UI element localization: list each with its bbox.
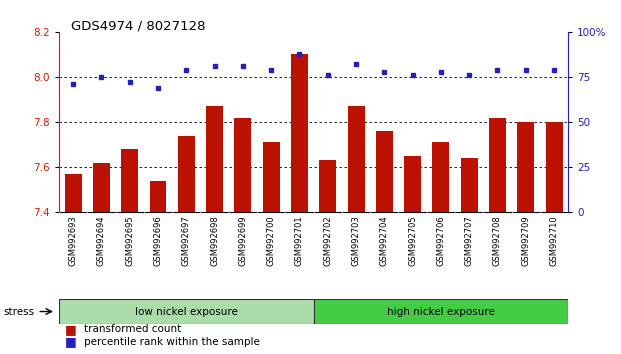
Bar bbox=[263, 142, 279, 212]
Text: low nickel exposure: low nickel exposure bbox=[135, 307, 238, 316]
Bar bbox=[150, 181, 166, 212]
Text: stress: stress bbox=[3, 307, 34, 316]
Bar bbox=[65, 174, 81, 212]
Bar bbox=[432, 142, 450, 212]
Bar bbox=[178, 136, 195, 212]
Bar bbox=[489, 118, 506, 212]
Bar bbox=[546, 122, 563, 212]
Bar bbox=[314, 299, 568, 324]
Text: GSM992706: GSM992706 bbox=[437, 215, 445, 266]
Bar bbox=[404, 156, 421, 212]
Text: GSM992707: GSM992707 bbox=[465, 215, 474, 266]
Bar bbox=[461, 158, 478, 212]
Bar bbox=[59, 299, 314, 324]
Text: GSM992694: GSM992694 bbox=[97, 215, 106, 266]
Text: GSM992697: GSM992697 bbox=[182, 215, 191, 266]
Text: GSM992693: GSM992693 bbox=[69, 215, 78, 266]
Text: high nickel exposure: high nickel exposure bbox=[387, 307, 495, 316]
Text: GSM992700: GSM992700 bbox=[266, 215, 276, 266]
Text: GSM992698: GSM992698 bbox=[210, 215, 219, 266]
Text: transformed count: transformed count bbox=[84, 324, 181, 334]
Text: GSM992710: GSM992710 bbox=[550, 215, 558, 266]
Bar bbox=[93, 163, 110, 212]
Text: GSM992703: GSM992703 bbox=[351, 215, 361, 266]
Text: GSM992708: GSM992708 bbox=[493, 215, 502, 266]
Text: GSM992702: GSM992702 bbox=[324, 215, 332, 266]
Bar bbox=[206, 106, 223, 212]
Text: GSM992696: GSM992696 bbox=[153, 215, 163, 266]
Bar bbox=[517, 122, 534, 212]
Text: GSM992695: GSM992695 bbox=[125, 215, 134, 266]
Bar bbox=[348, 106, 365, 212]
Text: ■: ■ bbox=[65, 335, 77, 348]
Text: percentile rank within the sample: percentile rank within the sample bbox=[84, 337, 260, 347]
Bar bbox=[376, 131, 393, 212]
Text: GSM992699: GSM992699 bbox=[238, 215, 247, 266]
Bar bbox=[319, 160, 336, 212]
Bar bbox=[291, 55, 308, 212]
Bar bbox=[234, 118, 252, 212]
Text: GSM992701: GSM992701 bbox=[295, 215, 304, 266]
Bar bbox=[121, 149, 138, 212]
Text: ■: ■ bbox=[65, 323, 77, 336]
Text: GDS4974 / 8027128: GDS4974 / 8027128 bbox=[71, 19, 206, 33]
Text: GSM992705: GSM992705 bbox=[408, 215, 417, 266]
Text: GSM992709: GSM992709 bbox=[521, 215, 530, 266]
Text: GSM992704: GSM992704 bbox=[380, 215, 389, 266]
